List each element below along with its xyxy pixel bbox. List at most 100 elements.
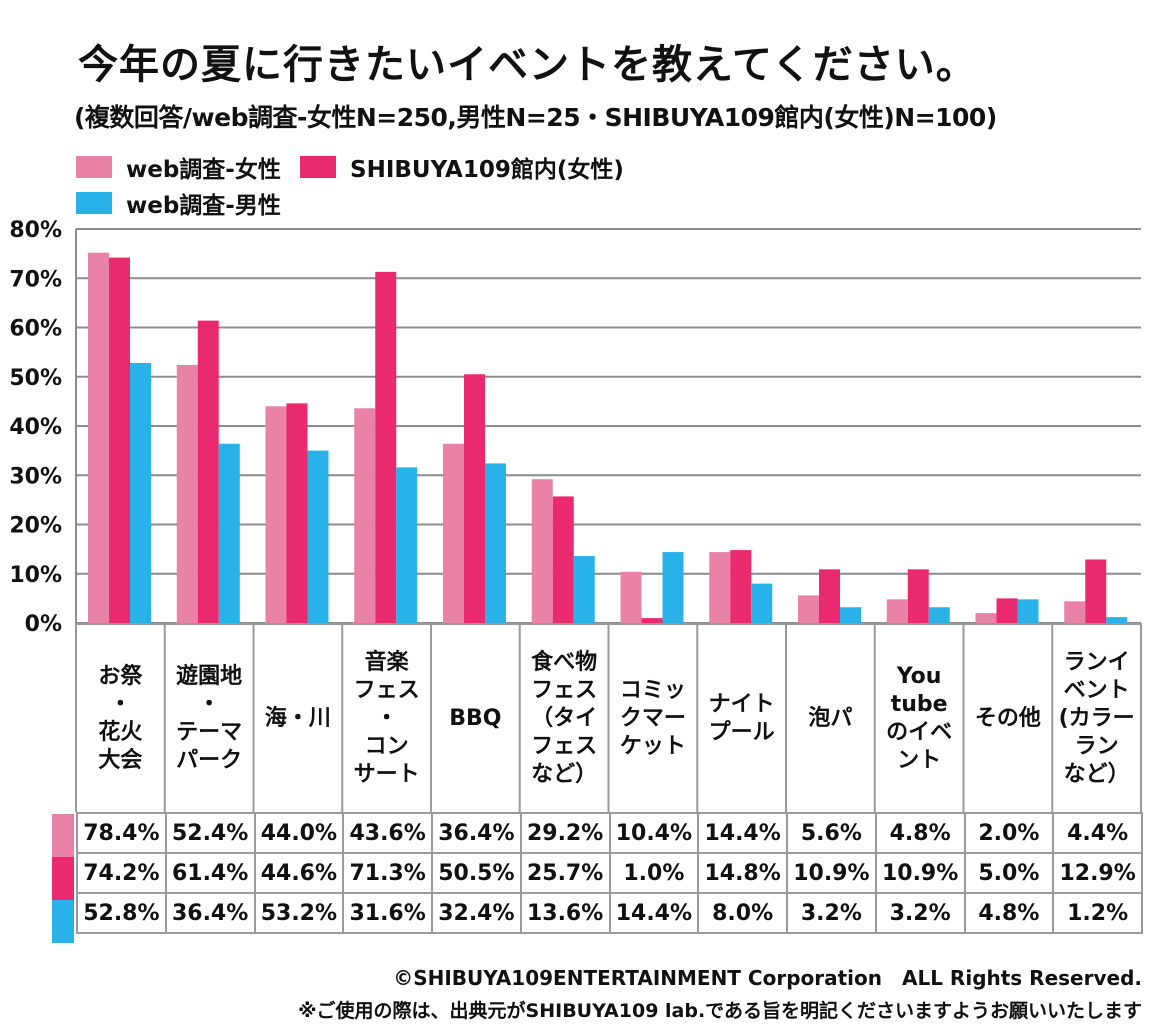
legend-label: web調査-男性 <box>126 193 281 219</box>
bar <box>197 320 219 623</box>
category-label: You tube のイベ ント <box>886 664 953 773</box>
bar <box>1017 599 1039 623</box>
legend-item-shibuya-female: SHIBUYA109館内(女性) <box>300 150 624 184</box>
table-cell: 31.6% <box>342 892 433 934</box>
table-row-color-key <box>52 814 74 857</box>
bar <box>176 364 198 623</box>
bar <box>354 408 376 623</box>
table-cell: 12.9% <box>1052 852 1143 894</box>
bar <box>907 569 929 623</box>
table-row-color-key <box>52 900 74 943</box>
category-label: その他 <box>974 706 1041 731</box>
bar <box>840 607 861 623</box>
y-tick-label: 50% <box>9 366 62 391</box>
y-tick-label: 20% <box>9 514 62 539</box>
bar <box>730 550 752 623</box>
y-tick-label: 10% <box>9 563 62 588</box>
category-label: 海・川 <box>264 706 331 731</box>
bar <box>109 257 130 623</box>
table-cell: 14.8% <box>697 852 788 894</box>
y-tick-label: 30% <box>9 464 62 489</box>
table-cell: 10.4% <box>608 812 700 854</box>
bar <box>928 607 950 623</box>
table-cell: 32.4% <box>431 892 522 934</box>
bar <box>464 374 485 623</box>
table-row-color-key <box>52 857 74 900</box>
bar <box>1085 559 1107 623</box>
bar <box>485 463 506 623</box>
table-cell: 14.4% <box>697 812 788 854</box>
bar <box>573 556 595 623</box>
legend-item-web-female: web調査-女性 <box>76 150 281 184</box>
bar <box>1064 601 1086 623</box>
table-row: 74.2% 61.4% 44.6% 71.3% 50.5% 25.7% 1.0% 14.8% 1… <box>76 852 1143 894</box>
table-cell: 71.3% <box>342 852 433 894</box>
table-cell: 2.0% <box>963 812 1055 854</box>
legend-item-web-male: web調査-男性 <box>76 186 281 220</box>
table-cell: 1.0% <box>608 852 700 894</box>
table-cell: 52.8% <box>76 892 167 934</box>
data-table: 78.4% 52.4% 44.0% 43.6% 36.4% 29.2% 10.4% 14.4%… <box>76 812 1143 934</box>
y-tick-label: 0% <box>25 612 62 637</box>
bar <box>819 569 840 623</box>
legend-swatch-web-male <box>76 192 112 214</box>
table-cell: 13.6% <box>519 892 611 934</box>
y-tick-label: 60% <box>9 317 62 342</box>
table-cell: 3.2% <box>874 892 966 934</box>
table-cell: 10.9% <box>786 852 877 894</box>
copyright-text: ©SHIBUYA109ENTERTAINMENT Corporation ALL… <box>393 966 1142 990</box>
bar <box>443 443 464 623</box>
bar <box>307 450 329 623</box>
category-label: お祭 ・ 花火 大会 <box>98 664 143 773</box>
legend-label: web調査-女性 <box>126 157 281 183</box>
legend-label: SHIBUYA109館内(女性) <box>350 157 624 183</box>
bar <box>662 552 684 623</box>
bar <box>265 406 287 623</box>
table-cell: 3.2% <box>786 892 877 934</box>
table-cell: 4.8% <box>874 812 966 854</box>
bar <box>396 467 418 623</box>
table-cell: 44.6% <box>253 852 345 894</box>
table-cell: 1.2% <box>1052 892 1143 934</box>
bar <box>620 571 642 623</box>
category-label: 遊園地 ・ テーマ パーク <box>176 664 243 773</box>
table-row: 52.8% 36.4% 53.2% 31.6% 32.4% 13.6% 14.4% 8.0% 3… <box>76 892 1143 934</box>
category-label: 食べ物 フェス （タイ フェス など） <box>531 650 598 787</box>
table-cell: 4.4% <box>1052 812 1143 854</box>
bar <box>975 613 997 623</box>
table-cell: 78.4% <box>76 812 167 854</box>
bar <box>709 552 731 623</box>
table-cell: 43.6% <box>342 812 433 854</box>
bar <box>286 403 308 623</box>
bar <box>375 271 397 623</box>
y-tick-label: 70% <box>9 267 62 292</box>
table-cell: 44.0% <box>253 812 345 854</box>
table-row: 78.4% 52.4% 44.0% 43.6% 36.4% 29.2% 10.4% 14.4%… <box>76 812 1143 854</box>
bar <box>88 252 109 623</box>
category-label: 音楽 フェス ・ コン サート <box>353 650 420 787</box>
legend-swatch-web-female <box>76 156 112 178</box>
bar <box>218 443 240 623</box>
table-cell: 74.2% <box>76 852 167 894</box>
table-cell: 61.4% <box>164 852 256 894</box>
bar <box>531 479 553 623</box>
category-label: ランイ ベント (カラー ラン など） <box>1058 650 1135 787</box>
bar <box>996 598 1018 623</box>
bar <box>552 496 574 623</box>
table-cell: 29.2% <box>519 812 611 854</box>
category-label: 泡パ <box>808 706 853 731</box>
table-cell: 10.9% <box>874 852 966 894</box>
table-cell: 36.4% <box>431 812 522 854</box>
category-label: ナイト プール <box>708 692 775 745</box>
bar <box>1106 617 1128 623</box>
table-cell: 5.6% <box>786 812 877 854</box>
bar <box>798 595 819 623</box>
table-cell: 36.4% <box>164 892 256 934</box>
chart-subtitle: (複数回答/web調査-女性N=250,男性N=25・SHIBUYA109館内(… <box>74 103 997 132</box>
legend-swatch-shibuya-female <box>300 156 336 178</box>
category-label: コミッ クマー ケット <box>619 678 686 759</box>
table-cell: 50.5% <box>431 852 522 894</box>
bar <box>886 599 908 623</box>
chart-title: 今年の夏に行きたいイベントを教えてください。 <box>78 42 977 88</box>
